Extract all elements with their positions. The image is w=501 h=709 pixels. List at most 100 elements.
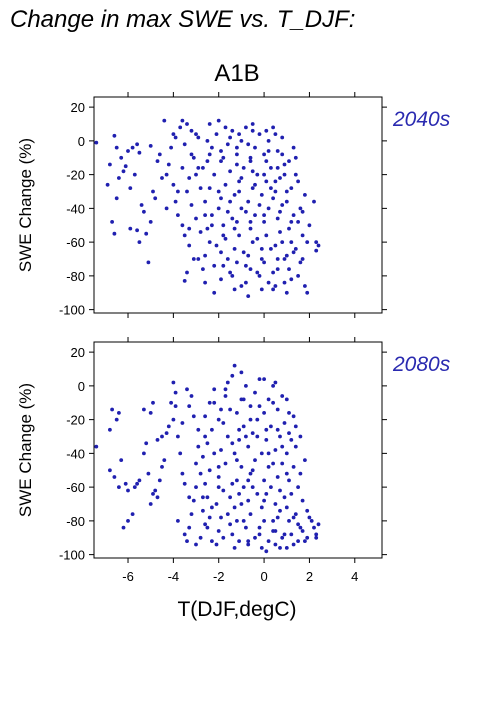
data-point xyxy=(132,485,137,489)
data-point xyxy=(230,441,235,446)
data-point xyxy=(114,196,119,201)
data-point xyxy=(230,274,235,278)
data-point xyxy=(257,203,262,207)
data-point xyxy=(250,128,255,133)
data-point xyxy=(264,438,269,442)
data-point xyxy=(262,498,266,503)
data-point xyxy=(223,236,228,241)
data-point xyxy=(135,142,140,147)
data-point xyxy=(130,512,135,516)
data-point xyxy=(228,169,233,174)
data-point xyxy=(173,135,178,140)
data-point xyxy=(203,481,208,486)
data-point xyxy=(246,539,251,543)
data-point xyxy=(314,532,319,537)
data-point xyxy=(246,199,251,204)
data-point xyxy=(110,220,114,224)
data-point xyxy=(212,172,217,177)
data-point xyxy=(180,118,185,123)
data-point xyxy=(235,260,239,265)
data-point xyxy=(228,522,233,527)
data-point xyxy=(216,206,221,211)
data-point xyxy=(269,485,273,489)
data-point xyxy=(219,149,223,153)
data-point xyxy=(280,240,285,245)
data-point xyxy=(291,250,296,255)
data-point xyxy=(130,145,135,150)
data-point xyxy=(148,144,153,148)
data-point xyxy=(264,492,269,496)
data-point xyxy=(259,257,264,261)
data-point xyxy=(262,478,266,483)
data-point xyxy=(298,206,303,211)
data-point xyxy=(137,240,142,245)
data-point xyxy=(221,488,226,493)
data-point xyxy=(146,471,151,476)
data-point xyxy=(273,243,278,248)
data-point xyxy=(239,502,244,506)
data-point xyxy=(259,505,264,510)
data-point xyxy=(264,159,269,164)
data-point xyxy=(155,438,160,442)
data-point xyxy=(237,189,242,194)
data-point xyxy=(194,485,198,489)
y-tick-label: 0 xyxy=(78,134,85,149)
data-point xyxy=(237,438,242,442)
data-point xyxy=(291,542,296,547)
data-point xyxy=(214,542,219,547)
data-point xyxy=(284,397,289,402)
data-point xyxy=(266,539,271,543)
data-point xyxy=(176,519,180,523)
data-point xyxy=(228,270,233,275)
data-point xyxy=(201,508,205,513)
data-point xyxy=(237,233,242,238)
data-point xyxy=(289,438,294,442)
data-point xyxy=(225,434,230,439)
data-point xyxy=(187,525,192,530)
data-point xyxy=(241,519,246,523)
data-point xyxy=(300,233,305,238)
data-point xyxy=(117,176,121,180)
data-point xyxy=(314,248,319,253)
data-point xyxy=(210,427,214,432)
data-point xyxy=(219,515,223,520)
data-point xyxy=(293,444,298,449)
data-point xyxy=(203,213,208,218)
data-point xyxy=(307,223,312,228)
data-point xyxy=(189,152,194,157)
data-point xyxy=(187,495,192,500)
data-point xyxy=(296,522,300,527)
data-point xyxy=(293,512,298,516)
data-point xyxy=(259,451,264,456)
data-point xyxy=(278,434,282,439)
data-point xyxy=(110,407,114,412)
data-point xyxy=(230,373,235,378)
data-point xyxy=(108,468,112,473)
data-point xyxy=(151,400,155,405)
data-point xyxy=(262,377,266,381)
data-point xyxy=(203,434,208,439)
data-point xyxy=(153,488,158,493)
data-point xyxy=(203,414,208,419)
data-point xyxy=(280,535,285,540)
data-point xyxy=(94,444,99,449)
data-point xyxy=(298,471,303,476)
data-point xyxy=(171,182,176,187)
data-point xyxy=(105,182,110,187)
data-point xyxy=(228,199,233,204)
data-point xyxy=(255,236,260,241)
data-point xyxy=(126,488,130,493)
data-point xyxy=(219,277,223,282)
data-point xyxy=(239,206,244,211)
data-point xyxy=(284,471,289,476)
data-point xyxy=(191,414,196,419)
y-tick-label: 0 xyxy=(78,379,85,394)
data-point xyxy=(216,475,221,479)
data-point xyxy=(187,404,192,408)
data-point xyxy=(225,512,230,516)
data-point xyxy=(210,145,214,150)
data-point xyxy=(123,481,128,486)
data-point xyxy=(312,199,316,204)
